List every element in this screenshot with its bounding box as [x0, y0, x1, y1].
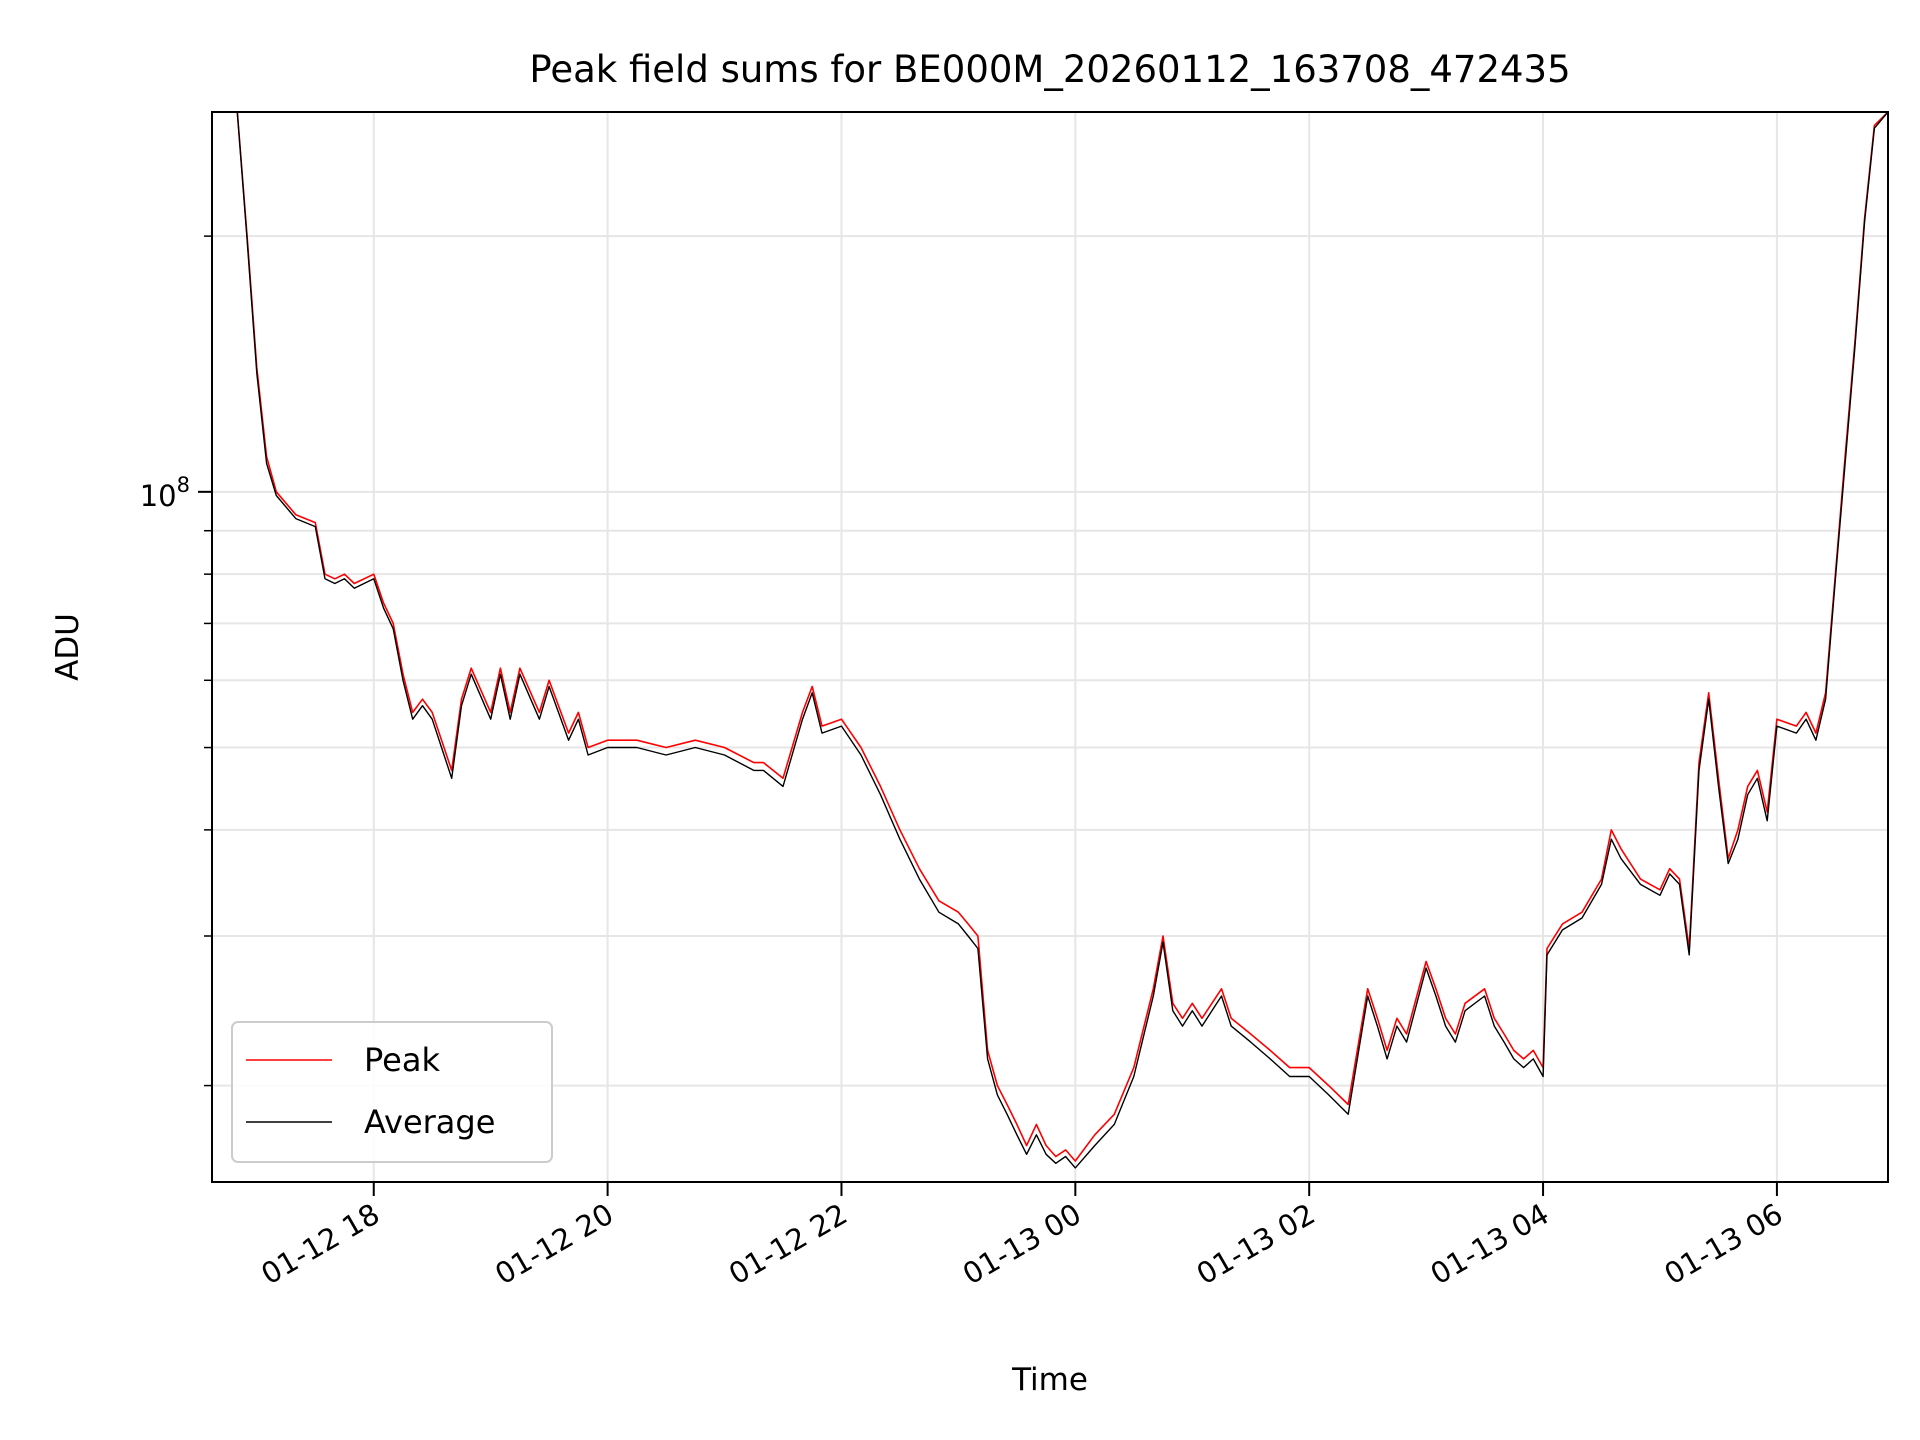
x-axis-label: Time [1011, 1362, 1088, 1398]
gridlines [212, 112, 1888, 1182]
chart-title: Peak field sums for BE000M_20260112_1637… [529, 48, 1570, 91]
legend-box [231, 1021, 553, 1163]
series-lines [212, 112, 1888, 1169]
y-axis-label: ADU [50, 613, 86, 681]
series-line-average [212, 112, 1888, 1169]
legend-label-peak: Peak [364, 1041, 440, 1079]
y-tick-label: 108 [140, 473, 190, 513]
legend-label-average: Average [364, 1103, 495, 1141]
plot-frame [211, 111, 1889, 1183]
series-line-peak [212, 112, 1888, 1162]
legend: Peak Average [231, 1021, 553, 1163]
